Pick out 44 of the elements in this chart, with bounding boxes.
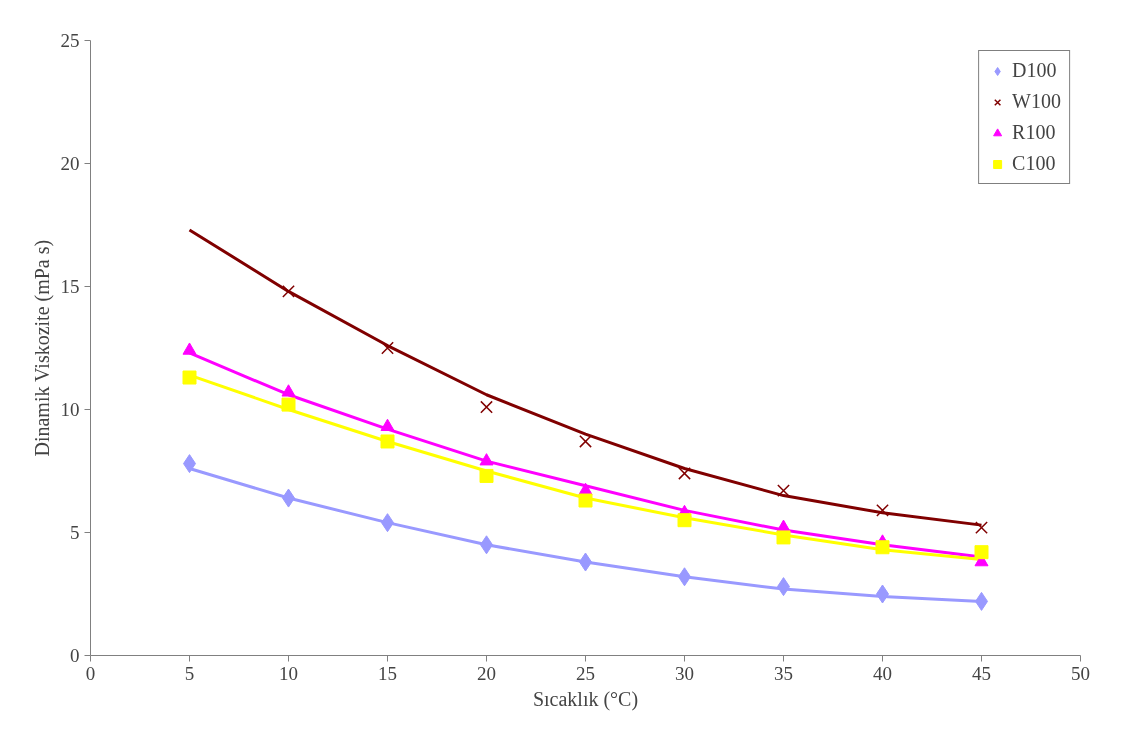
point [281, 384, 296, 397]
point [578, 493, 593, 508]
y-tick-label: 5 [70, 522, 80, 543]
point [182, 370, 197, 385]
x-tick-label: 0 [85, 662, 96, 684]
legend-label: D100 [1012, 59, 1057, 82]
x-tick-label: 10 [279, 662, 298, 684]
point [479, 468, 494, 483]
x-tick-label: 30 [675, 662, 694, 684]
y-tick-label: 20 [60, 153, 80, 174]
y-tick-label: 10 [60, 399, 80, 420]
legend-label: W100 [1012, 90, 1061, 113]
x-tick-label: 35 [774, 662, 793, 684]
x-tick-label: 45 [972, 662, 991, 684]
point [282, 285, 295, 298]
y-axis-title: Dinamik Viskozite (mPa s) [30, 239, 54, 457]
point [480, 400, 493, 414]
x-tick-label: 15 [378, 662, 397, 684]
point [876, 503, 889, 517]
point [777, 484, 790, 498]
x-tick-label: 20 [477, 662, 496, 684]
x-tick-label: 40 [873, 662, 892, 684]
point [975, 521, 988, 534]
x-axis-title: Sıcaklık (°C) [532, 687, 639, 711]
point [579, 435, 592, 448]
y-tick-label: 0 [70, 645, 80, 666]
point [281, 397, 296, 412]
x-tick-label: 50 [1071, 662, 1090, 684]
legend-label: R100 [1012, 121, 1056, 144]
legend-label: C100 [1012, 152, 1056, 175]
point [479, 453, 494, 466]
point [380, 418, 395, 431]
point [974, 545, 989, 560]
point [182, 342, 197, 355]
point [678, 467, 691, 480]
y-tick-label: 15 [60, 276, 80, 297]
point [875, 540, 890, 555]
point [677, 513, 692, 528]
point [380, 434, 395, 449]
y-tick-label: 25 [60, 30, 80, 51]
point [381, 341, 394, 355]
x-tick-label: 5 [184, 662, 195, 684]
x-tick-label: 25 [576, 662, 595, 684]
point [776, 530, 791, 545]
